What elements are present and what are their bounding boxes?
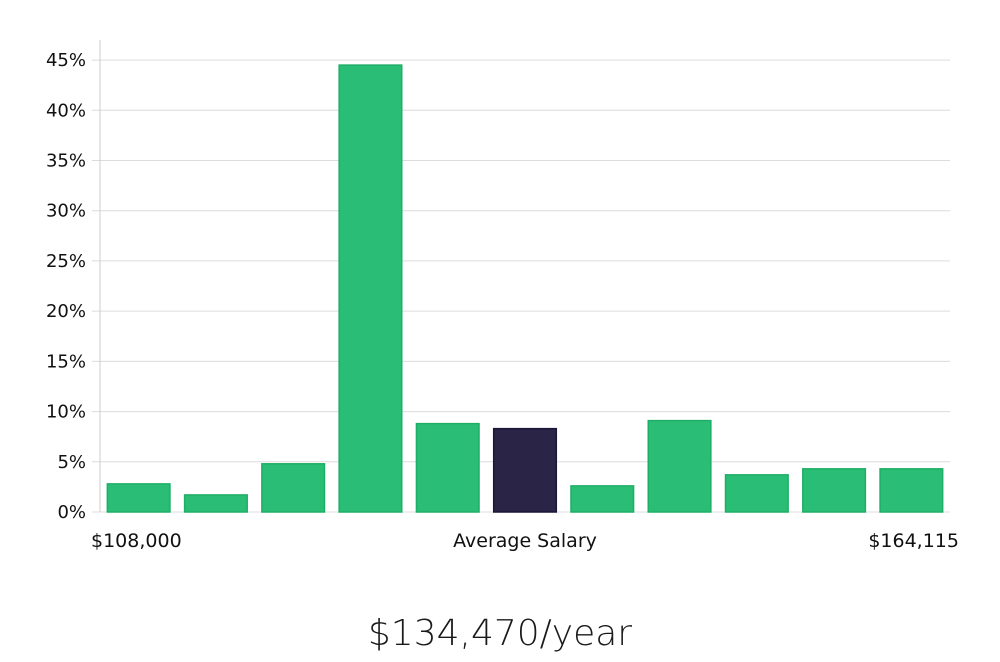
y-tick-label: 35%	[46, 151, 86, 172]
bar	[570, 485, 635, 513]
bar	[183, 494, 248, 513]
y-tick-label: 0%	[57, 502, 86, 523]
bar	[106, 483, 171, 513]
y-tick-label: 15%	[46, 351, 86, 372]
bar	[802, 468, 867, 513]
gridlines	[92, 59, 950, 513]
y-tick-label: 10%	[46, 402, 86, 423]
bar	[415, 422, 480, 513]
x-label-center: Average Salary	[453, 530, 597, 552]
y-tick-label: 20%	[46, 301, 86, 322]
y-tick-label: 40%	[46, 100, 86, 121]
y-tick-label: 45%	[46, 50, 86, 71]
bar-average-salary	[492, 427, 558, 513]
bar	[724, 474, 789, 513]
x-label-min: $108,000	[91, 530, 182, 552]
x-label-max: $164,115	[868, 530, 959, 552]
average-salary-value: $134,470/year	[367, 613, 633, 654]
y-tick-label: 30%	[46, 201, 86, 222]
bar	[261, 463, 326, 513]
salary-histogram: 0% 5% 10% 15% 20% 25% 30% 35% 40% 45% $108,000 Av…	[46, 40, 959, 552]
bar	[647, 419, 712, 513]
bar	[338, 64, 403, 513]
bar	[879, 468, 944, 513]
y-tick-label: 25%	[46, 251, 86, 272]
bars	[106, 64, 944, 513]
y-axis-ticks: 0% 5% 10% 15% 20% 25% 30% 35% 40% 45%	[46, 50, 86, 523]
y-tick-label: 5%	[57, 452, 86, 473]
